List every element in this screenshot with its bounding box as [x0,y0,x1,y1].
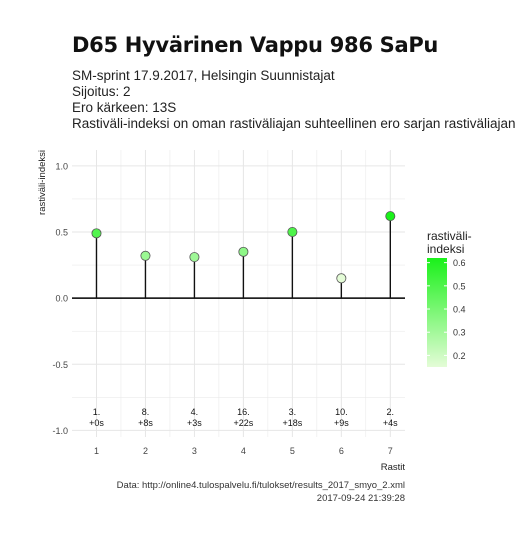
point-diff-label: +22s [234,418,254,428]
point-labels: 1.+0s 8.+8s 4.+3s 16.+22s 3.+18s 10.+9s 2.+4s [89,407,398,428]
x-tick-label: 4 [241,446,246,456]
x-tick-label: 7 [388,446,393,456]
point-diff-label: +9s [334,418,349,428]
legend-tick-label: 0.5 [453,281,466,291]
x-tick-label: 6 [339,446,344,456]
x-tick-label: 5 [290,446,295,456]
stems [95,216,392,299]
data-point [189,252,200,263]
subtitle-line: Ero kärkeen: 13S [72,100,177,115]
y-tick-label: 0.0 [55,294,68,304]
legend-tick-label: 0.3 [453,328,466,338]
subtitle-line: Rastiväli-indeksi on oman rastiväliajan … [72,116,517,131]
y-tick-label: 0.5 [55,228,68,238]
caption-timestamp: 2017-09-24 21:39:28 [316,493,405,504]
point-rank-label: 3. [289,407,297,417]
point-diff-label: +18s [282,418,302,428]
legend-tick-label: 0.4 [453,305,466,315]
chart-subtitle: SM-sprint 17.9.2017, Helsingin Suunnista… [72,68,517,132]
x-tick-label: 2 [143,446,148,456]
point-rank-label: 8. [142,407,150,417]
caption-source: Data: http://online4.tulospalvelu.fi/tul… [116,480,405,491]
x-tick-label: 3 [192,446,197,456]
point-diff-label: +4s [383,418,398,428]
chart-title: D65 Hyvärinen Vappu 986 SaPu [72,33,439,57]
subtitle-line: Sijoitus: 2 [72,84,131,99]
legend-colorbar [427,258,447,367]
point-rank-label: 1. [93,407,101,417]
point-diff-label: +8s [138,418,153,428]
point-rank-label: 16. [237,407,250,417]
data-point [238,246,249,257]
point-diff-label: +3s [187,418,202,428]
legend: rastiväli-indeksi 0.6 0.5 0.4 0.3 0.2 [427,229,472,367]
data-point [385,211,396,222]
x-tick-label: 1 [94,446,99,456]
y-tick-label: -0.5 [52,360,68,370]
subtitle-line: SM-sprint 17.9.2017, Helsingin Suunnista… [72,68,335,83]
legend-title: indeksi [427,242,464,256]
data-point [336,273,347,284]
point-diff-label: +0s [89,418,104,428]
grid-lines [72,150,405,437]
legend-title: rastiväli- [427,229,472,243]
point-rank-label: 2. [387,407,395,417]
legend-tick-label: 0.2 [453,351,466,361]
y-axis-label: rastiväli-indeksi [37,150,48,215]
data-point [287,226,298,237]
y-tick-label: 1.0 [55,161,68,171]
x-axis-label: Rastit [381,462,406,473]
point-rank-label: 10. [335,407,348,417]
data-point [91,228,102,239]
point-rank-label: 4. [191,407,199,417]
points [91,211,396,284]
y-tick-label: -1.0 [52,426,68,436]
legend-tick-label: 0.6 [453,258,466,268]
data-point [140,250,151,261]
axes: -1.0 -0.5 0.0 0.5 1.0 1 2 3 4 5 6 7 Rastit rastiväli-… [37,150,405,473]
